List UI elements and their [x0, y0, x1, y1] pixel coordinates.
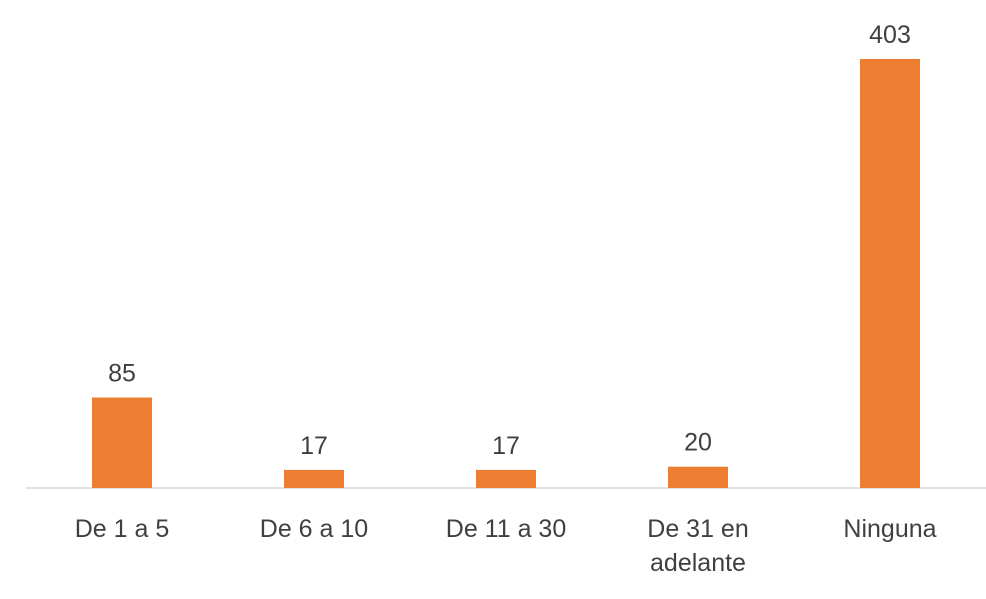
data-label: 17 — [492, 432, 520, 460]
bar — [476, 469, 536, 488]
bar — [860, 59, 920, 488]
data-label: 17 — [300, 432, 328, 460]
bar — [284, 469, 344, 488]
x-tick-label: De 11 a 30 — [445, 515, 567, 543]
data-label: 85 — [108, 360, 136, 388]
x-tick-label: De 1 a 5 — [74, 515, 170, 543]
data-label: 20 — [684, 429, 712, 457]
bar — [668, 466, 728, 488]
data-label: 403 — [869, 21, 911, 49]
x-tick-label: De 31 en adelante — [647, 515, 749, 577]
x-tick-label: De 6 a 10 — [259, 515, 369, 543]
bar — [92, 397, 152, 488]
x-tick-label: Ninguna — [843, 515, 937, 543]
